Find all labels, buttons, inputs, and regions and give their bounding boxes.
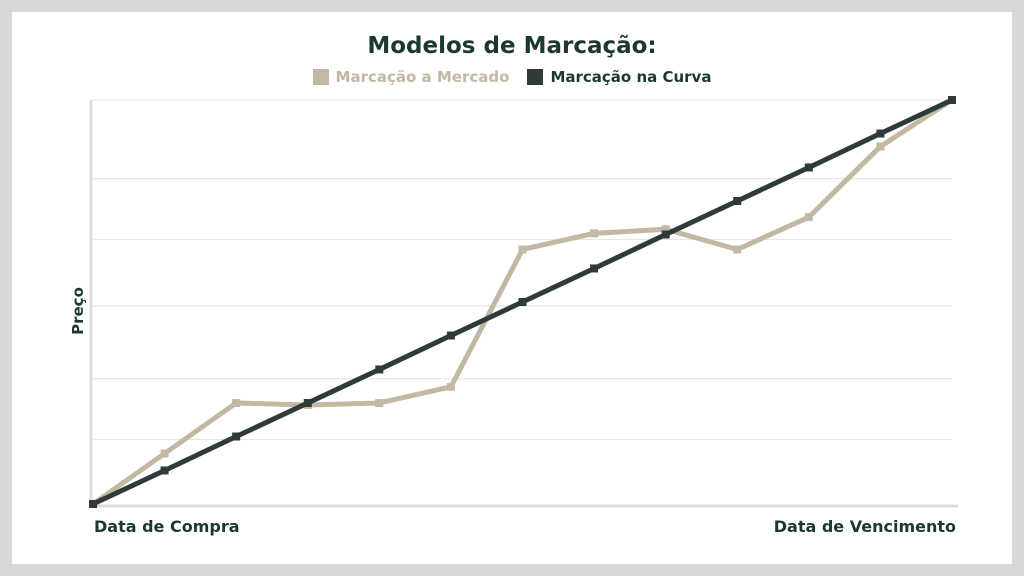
- chart-card: [12, 12, 1012, 564]
- chart-title: Modelos de Marcação:: [367, 33, 657, 59]
- chart-legend: Marcação a Mercado Marcação na Curva: [0, 68, 1024, 86]
- series-layer: [89, 96, 956, 508]
- data-point: [303, 399, 312, 407]
- data-point: [948, 96, 956, 104]
- data-point: [590, 264, 599, 273]
- data-point: [804, 163, 813, 172]
- legend-item-curva: Marcação na Curva: [527, 68, 711, 86]
- data-point: [375, 365, 384, 374]
- legend-swatch-curva: [527, 69, 544, 85]
- legend-item-mercado: Marcação a Mercado: [312, 68, 510, 86]
- legend-swatch-mercado: [312, 69, 329, 85]
- data-point: [446, 331, 455, 340]
- x-axis-label-start: Data de Compra: [94, 517, 240, 536]
- data-point: [518, 245, 527, 254]
- data-point: [518, 298, 527, 306]
- data-point: [876, 129, 885, 138]
- data-point: [232, 399, 241, 407]
- data-point: [661, 225, 670, 234]
- data-point: [876, 142, 885, 151]
- data-point: [160, 466, 169, 475]
- grid-lines: [93, 99, 952, 440]
- data-point: [661, 230, 670, 239]
- legend-label-mercado: Marcação a Mercado: [335, 68, 510, 86]
- data-point: [733, 197, 742, 205]
- data-point: [446, 382, 455, 391]
- x-axis-label-end: Data de Vencimento: [773, 517, 956, 536]
- data-point: [89, 500, 97, 508]
- y-axis-label: Preço: [69, 287, 87, 335]
- series-curva: [89, 96, 956, 508]
- data-point: [590, 229, 599, 238]
- data-point: [804, 213, 813, 222]
- data-point: [733, 245, 742, 254]
- data-point: [160, 449, 169, 458]
- data-point: [232, 432, 241, 441]
- legend-label-curva: Marcação na Curva: [550, 68, 712, 86]
- data-point: [375, 399, 384, 407]
